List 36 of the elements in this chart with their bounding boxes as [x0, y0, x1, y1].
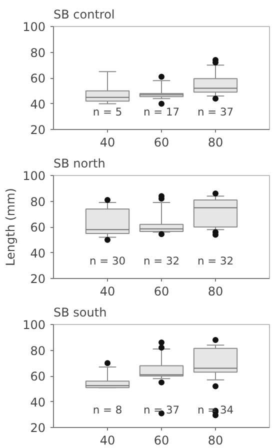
annotation: n = 32: [197, 254, 234, 268]
y-tick-label: 20: [30, 272, 46, 286]
annotation: n = 32: [143, 254, 180, 268]
y-tick-label: 20: [30, 123, 46, 137]
x-tick-label: 60: [154, 434, 170, 448]
x-tick-label: 40: [100, 136, 116, 150]
y-tick-label: 40: [30, 395, 46, 410]
y-tick-label: 40: [30, 246, 46, 260]
y-tick-label: 100: [22, 169, 46, 183]
annotation: n = 37: [197, 105, 234, 118]
x-tick-label: 80: [208, 434, 224, 448]
x-tick-label: 60: [154, 284, 170, 298]
x-tick-label: 80: [208, 284, 224, 298]
y-tick-label: 80: [30, 194, 46, 209]
annotation: n = 37: [143, 403, 180, 416]
chart-title: SB north: [54, 156, 106, 170]
annotation: n = 17: [143, 105, 180, 118]
x-tick-label: 80: [208, 136, 224, 150]
annotation: n = 8: [92, 403, 122, 416]
y-tick-label: 20: [30, 421, 46, 435]
chart-title: SB control: [54, 8, 115, 22]
y-tick-label: 40: [30, 97, 46, 112]
x-tick-label: 60: [154, 136, 170, 150]
annotation: n = 30: [89, 254, 126, 268]
chart-title: SB south: [54, 306, 107, 320]
x-tick-label: 40: [100, 434, 116, 448]
y-tick-label: 60: [30, 370, 46, 384]
y-tick-label: 100: [22, 318, 46, 332]
y-tick-label: 60: [30, 220, 46, 234]
y-tick-label: 60: [30, 72, 46, 86]
y-axis-title: Length (mm): [4, 188, 18, 266]
y-tick-label: 80: [30, 46, 46, 60]
y-tick-label: 100: [22, 20, 46, 34]
y-tick-label: 80: [30, 344, 46, 358]
annotation: n = 5: [92, 105, 122, 118]
x-tick-label: 40: [100, 284, 116, 298]
